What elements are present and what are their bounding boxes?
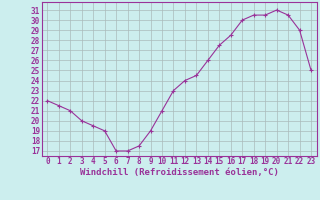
X-axis label: Windchill (Refroidissement éolien,°C): Windchill (Refroidissement éolien,°C) (80, 168, 279, 177)
